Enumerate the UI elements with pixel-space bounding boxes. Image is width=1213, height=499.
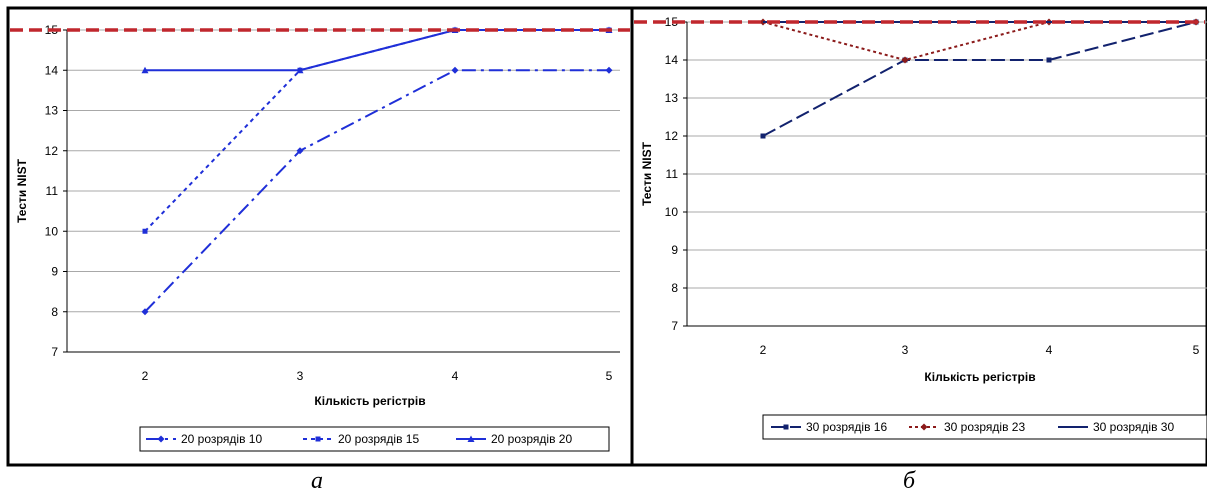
legend-marker (157, 435, 165, 443)
y-tick-label: 8 (51, 305, 58, 319)
y-tick-label: 15 (665, 15, 679, 29)
data-point (451, 66, 459, 74)
series-2 (142, 27, 612, 234)
x-tick-label: 2 (142, 369, 149, 383)
y-axis-title: Тести NIST (640, 141, 654, 206)
y-tick-label: 9 (51, 265, 58, 279)
legend-label: 30 розрядів 30 (1093, 420, 1174, 434)
data-point (1046, 57, 1052, 63)
y-tick-label: 14 (665, 53, 679, 67)
x-tick-label: 3 (902, 343, 909, 357)
series-line (762, 21, 1197, 137)
legend-label: 30 розрядів 16 (806, 420, 887, 434)
caption-a: а (311, 468, 323, 494)
data-point (141, 66, 149, 74)
data-point (142, 228, 148, 234)
series-3 (141, 26, 613, 74)
series-2 (759, 18, 1200, 64)
data-point (141, 308, 149, 316)
legend-marker (315, 436, 321, 442)
chart-frame (632, 6, 1207, 467)
y-tick-label: 9 (671, 243, 678, 257)
data-point (605, 66, 613, 74)
y-tick-label: 13 (665, 91, 679, 105)
x-tick-label: 5 (606, 369, 613, 383)
legend-label: 20 розрядів 10 (181, 432, 262, 446)
legend-marker (920, 423, 928, 431)
y-tick-label: 14 (45, 63, 59, 77)
y-tick-label: 12 (45, 144, 59, 158)
y-tick-label: 8 (671, 281, 678, 295)
y-tick-label: 7 (671, 319, 678, 333)
series-1 (141, 66, 613, 316)
data-point (760, 133, 766, 139)
data-point (901, 56, 909, 64)
y-tick-label: 10 (665, 205, 679, 219)
x-tick-label: 4 (452, 369, 459, 383)
y-tick-label: 12 (665, 129, 679, 143)
y-tick-label: 11 (666, 167, 679, 181)
x-axis-title: Кількість регістрів (924, 370, 1035, 384)
legend-box (762, 414, 1207, 440)
x-tick-label: 2 (760, 343, 767, 357)
legend: 20 розрядів 10 20 розрядів 15 20 розрядів … (139, 426, 610, 452)
y-tick-label: 10 (45, 224, 59, 238)
series-line (145, 29, 609, 72)
legend-label: 30 розрядів 23 (944, 420, 1025, 434)
chart-b: 7 8 9 10 11 12 13 14 15 2 3 4 5 Кількість регістрів Те… (632, 6, 1207, 467)
figure-canvas: 7 8 9 10 11 12 13 14 15 2 3 4 5 Кількість регістрів Те… (6, 6, 1207, 467)
x-tick-label: 4 (1046, 343, 1053, 357)
legend-box (139, 426, 610, 452)
series-line (762, 21, 1196, 62)
legend-label: 20 розрядів 15 (338, 432, 419, 446)
caption-b: б (903, 468, 916, 494)
y-axis-title: Тести NIST (15, 158, 29, 223)
legend-marker (783, 424, 789, 430)
x-axis-title: Кількість регістрів (314, 394, 425, 408)
x-tick-label: 3 (297, 369, 304, 383)
series-line (144, 29, 609, 232)
x-tick-label: 5 (1193, 343, 1200, 357)
data-point (296, 147, 304, 155)
y-tick-label: 11 (46, 184, 59, 198)
series-1 (760, 19, 1199, 139)
legend-label: 20 розрядів 20 (491, 432, 572, 446)
legend: 30 розрядів 16 30 розрядів 23 30 розрядів … (762, 414, 1207, 440)
legend-marker (467, 435, 475, 442)
data-point (296, 66, 304, 74)
series-line (144, 69, 609, 313)
y-tick-label: 7 (51, 345, 58, 359)
y-tick-label: 13 (45, 104, 59, 118)
